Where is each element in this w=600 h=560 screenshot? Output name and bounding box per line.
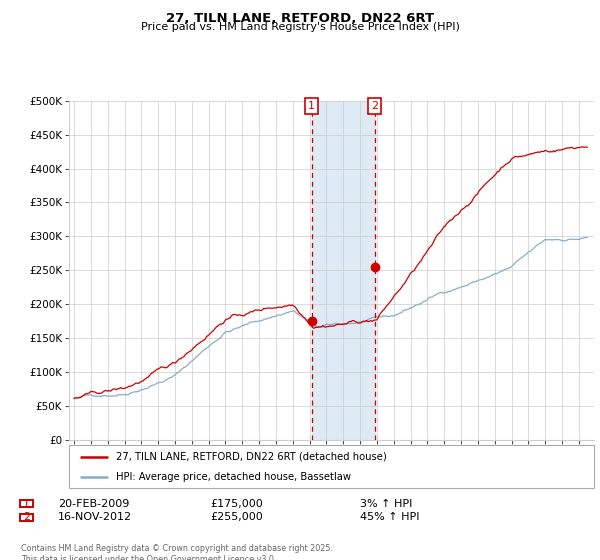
Text: HPI: Average price, detached house, Bassetlaw: HPI: Average price, detached house, Bass… <box>116 472 351 482</box>
Text: Contains HM Land Registry data © Crown copyright and database right 2025.
This d: Contains HM Land Registry data © Crown c… <box>21 544 333 560</box>
Text: 20-FEB-2009: 20-FEB-2009 <box>58 499 130 508</box>
Text: 2: 2 <box>23 512 30 522</box>
Text: 16-NOV-2012: 16-NOV-2012 <box>58 512 132 522</box>
Text: 3% ↑ HPI: 3% ↑ HPI <box>360 499 412 508</box>
Text: 1: 1 <box>23 499 30 508</box>
Text: 2: 2 <box>371 101 379 111</box>
Text: 45% ↑ HPI: 45% ↑ HPI <box>360 512 419 522</box>
Bar <box>311 101 375 440</box>
Text: Price paid vs. HM Land Registry's House Price Index (HPI): Price paid vs. HM Land Registry's House … <box>140 22 460 32</box>
Text: £175,000: £175,000 <box>210 499 263 508</box>
Bar <box>20 501 33 507</box>
Text: £255,000: £255,000 <box>210 512 263 522</box>
Text: 27, TILN LANE, RETFORD, DN22 6RT (detached house): 27, TILN LANE, RETFORD, DN22 6RT (detach… <box>116 452 387 462</box>
Text: 27, TILN LANE, RETFORD, DN22 6RT: 27, TILN LANE, RETFORD, DN22 6RT <box>166 12 434 25</box>
Bar <box>20 514 33 521</box>
Text: 1: 1 <box>308 101 315 111</box>
